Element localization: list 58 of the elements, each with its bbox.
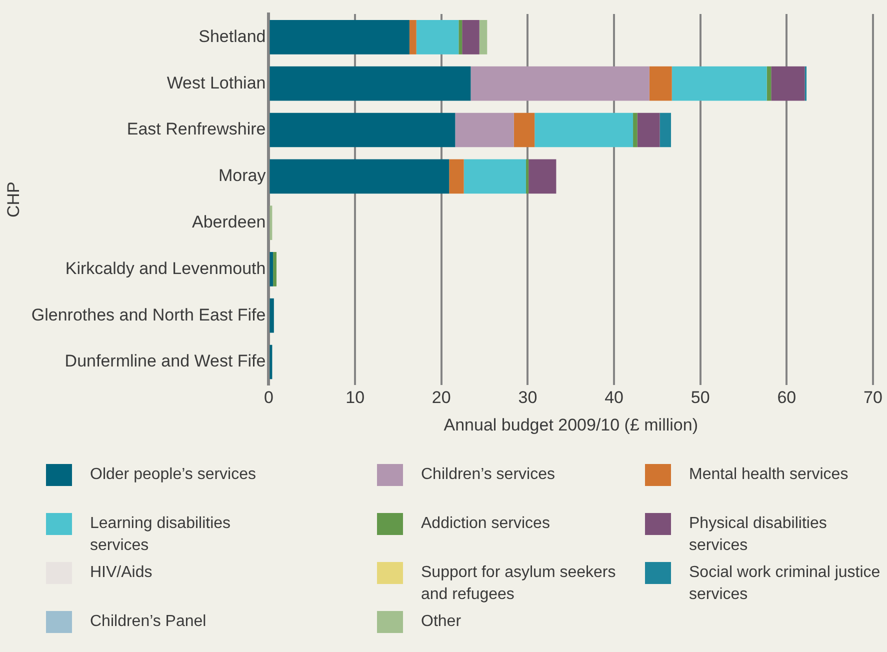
bar: [455, 112, 514, 148]
bar: [409, 20, 416, 54]
legend-label: Older people’s services: [90, 465, 256, 485]
bar: [270, 66, 471, 101]
bar: [270, 206, 272, 240]
bar: [464, 159, 526, 194]
x-tick-label: 40: [604, 388, 624, 408]
legend-label: Addiction services: [421, 514, 550, 534]
x-tick-label: 10: [346, 388, 365, 408]
y-tick-label: East Renfrewshire: [126, 120, 266, 139]
legend-label: Physical disabilities services: [689, 514, 828, 556]
y-axis-title: CHP: [4, 182, 23, 218]
bar: [470, 66, 650, 101]
bar: [633, 112, 638, 148]
bar: [449, 159, 464, 194]
bar: [534, 112, 634, 148]
bar: [672, 66, 767, 101]
x-tick-label: 70: [864, 388, 882, 408]
x-tick-label: 0: [264, 388, 274, 408]
bar: [637, 112, 660, 148]
x-tick-label: 30: [518, 388, 538, 408]
y-tick-label: Shetland: [198, 26, 266, 46]
bar: [270, 344, 272, 380]
y-tick-label: Glenrothes and North East Fife: [31, 305, 266, 324]
bar: [270, 112, 456, 148]
bar: [514, 112, 535, 148]
bar: [416, 20, 459, 54]
x-axis-title: Annual budget 2009/10 (£ million): [444, 415, 698, 434]
bar: [771, 66, 805, 101]
legend-label: Children’s services: [421, 465, 555, 485]
legend-label: Mental health services: [689, 465, 848, 485]
bar: [273, 252, 277, 286]
bar: [528, 159, 556, 194]
bar: [462, 20, 480, 54]
bar: [660, 112, 672, 148]
y-tick-label: Kirkcaldy and Levenmouth: [65, 258, 266, 278]
legend-label: Children’s Panel: [90, 612, 206, 632]
legend-label: HIV/Aids: [90, 563, 152, 583]
x-tick-label: 60: [777, 388, 796, 408]
y-tick-label: West Lothian: [166, 73, 266, 92]
bar: [458, 20, 462, 54]
x-tick-label: 50: [690, 388, 710, 408]
legend-label: Social work criminal justice services: [689, 563, 882, 605]
y-tick-label: Dunfermline and West Fife: [64, 352, 266, 371]
bar: [270, 159, 450, 194]
bar: [270, 20, 410, 54]
y-tick-label: Moray: [218, 166, 266, 186]
x-tick-label: 20: [432, 388, 451, 408]
legend-label: Support for asylum seekers and refugees: [421, 563, 617, 605]
y-tick-label: Aberdeen: [192, 212, 266, 232]
bar: [766, 66, 772, 101]
bar: [270, 298, 274, 333]
legend-label: Learning disabilities services: [90, 514, 232, 556]
bar: [526, 159, 529, 194]
legend-label: Other: [421, 612, 462, 632]
bar: [479, 20, 488, 54]
bar: [270, 252, 274, 286]
bar: [649, 66, 672, 101]
